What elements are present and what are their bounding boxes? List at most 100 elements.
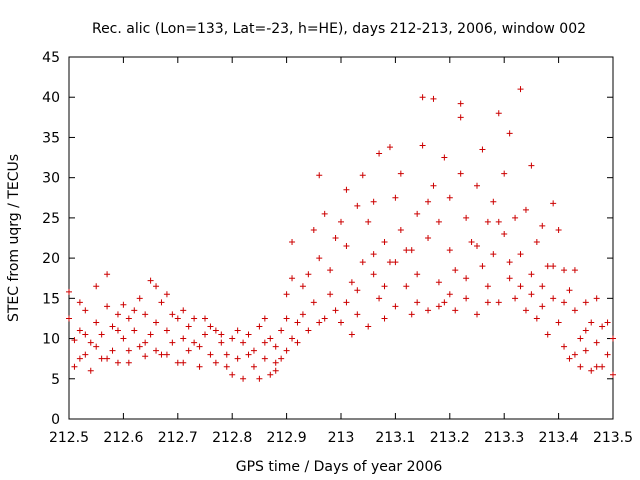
data-point xyxy=(223,363,230,370)
data-point xyxy=(153,283,160,290)
data-point xyxy=(71,337,78,344)
data-point xyxy=(289,275,296,282)
data-point xyxy=(359,259,366,266)
data-point xyxy=(93,319,100,326)
data-point xyxy=(484,299,491,306)
data-point xyxy=(267,335,274,342)
data-point xyxy=(163,327,170,334)
data-point xyxy=(321,210,328,217)
data-point xyxy=(294,319,301,326)
data-point xyxy=(446,194,453,201)
data-point xyxy=(71,363,78,370)
data-point xyxy=(223,351,230,358)
x-tick-label: 212.5 xyxy=(49,430,89,446)
data-point xyxy=(501,170,508,177)
data-point xyxy=(174,315,181,322)
data-point xyxy=(321,315,328,322)
data-point xyxy=(261,315,268,322)
data-point xyxy=(278,327,285,334)
data-point xyxy=(261,355,268,362)
x-axis-label: GPS time / Days of year 2006 xyxy=(236,459,443,475)
data-point xyxy=(153,319,160,326)
data-point xyxy=(142,353,149,360)
data-point xyxy=(533,315,540,322)
x-tick-label: 212.8 xyxy=(212,430,252,446)
data-point xyxy=(310,226,317,233)
data-point xyxy=(582,347,589,354)
data-point xyxy=(272,343,279,350)
data-point xyxy=(299,311,306,318)
data-point xyxy=(125,359,132,366)
y-tick-label: 30 xyxy=(42,171,60,187)
data-point xyxy=(207,323,214,330)
data-point xyxy=(408,247,415,254)
data-point xyxy=(196,363,203,370)
data-point xyxy=(593,295,600,302)
data-point xyxy=(582,327,589,334)
data-point xyxy=(120,301,127,308)
y-tick-label: 0 xyxy=(51,412,60,428)
data-point xyxy=(370,198,377,205)
data-point xyxy=(310,299,317,306)
data-point xyxy=(610,371,616,378)
data-point xyxy=(457,114,464,121)
data-point xyxy=(278,355,285,362)
data-point xyxy=(104,355,111,362)
data-point xyxy=(365,323,372,330)
data-point xyxy=(588,319,595,326)
data-point xyxy=(207,351,214,358)
data-point xyxy=(528,291,535,298)
data-point xyxy=(539,283,546,290)
data-point xyxy=(294,339,301,346)
data-point xyxy=(490,198,497,205)
data-point xyxy=(446,247,453,254)
data-point xyxy=(512,295,519,302)
data-point xyxy=(136,343,143,350)
data-point xyxy=(76,299,83,306)
data-point xyxy=(446,291,453,298)
data-point xyxy=(571,267,578,274)
data-point xyxy=(131,327,138,334)
data-point xyxy=(343,243,350,250)
data-point xyxy=(435,303,442,310)
data-point xyxy=(517,86,524,93)
data-point xyxy=(495,299,502,306)
data-point xyxy=(153,347,160,354)
data-point xyxy=(169,339,176,346)
data-point xyxy=(457,170,464,177)
data-point xyxy=(234,327,241,334)
data-point xyxy=(414,210,421,217)
x-tick-label: 213.5 xyxy=(593,430,633,446)
data-point xyxy=(76,327,83,334)
chart-title: Rec. alic (Lon=133, Lat=-23, h=HE), days… xyxy=(92,21,586,37)
data-point xyxy=(316,319,323,326)
data-point xyxy=(544,263,551,270)
data-point xyxy=(158,351,165,358)
data-point xyxy=(571,307,578,314)
data-point xyxy=(528,271,535,278)
data-point xyxy=(174,359,181,366)
data-point xyxy=(109,347,116,354)
data-point xyxy=(370,271,377,278)
data-point xyxy=(577,363,584,370)
data-point xyxy=(441,299,448,306)
data-point xyxy=(381,239,388,246)
data-point xyxy=(93,283,100,290)
data-point xyxy=(114,359,121,366)
data-point xyxy=(403,283,410,290)
data-point xyxy=(234,355,241,362)
data-point xyxy=(414,299,421,306)
x-tick-label: 212.9 xyxy=(267,430,307,446)
data-point xyxy=(604,319,611,326)
data-point xyxy=(593,339,600,346)
data-point xyxy=(397,226,404,233)
data-point xyxy=(348,279,355,286)
data-point xyxy=(550,263,557,270)
data-point xyxy=(283,315,290,322)
data-point xyxy=(566,287,573,294)
x-tick-label: 213.4 xyxy=(539,430,579,446)
data-point xyxy=(196,343,203,350)
data-point xyxy=(501,230,508,237)
data-point xyxy=(327,267,334,274)
